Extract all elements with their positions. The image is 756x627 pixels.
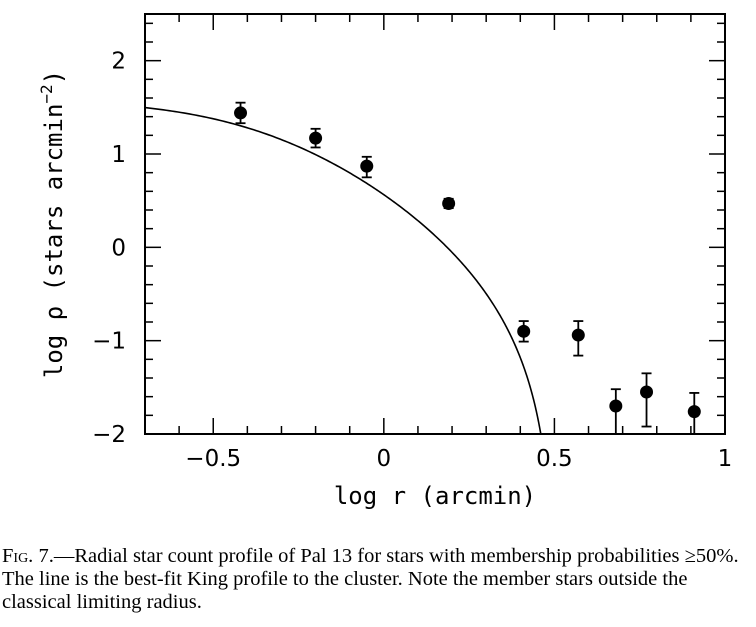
x-tick-label: −0.5 xyxy=(185,446,241,472)
data-point xyxy=(234,101,248,125)
plot-border xyxy=(144,13,726,435)
plot-frame xyxy=(144,13,726,435)
data-point xyxy=(442,196,456,210)
x-tick-label: 0.5 xyxy=(536,446,573,472)
y-tick-label: −2 xyxy=(92,422,126,448)
data-point xyxy=(640,372,654,428)
figure-caption: Fig. 7.—Radial star count profile of Pal… xyxy=(2,545,754,614)
data-points xyxy=(234,101,701,434)
data-marker xyxy=(609,399,623,413)
fit-line-group xyxy=(144,106,542,435)
data-point xyxy=(687,392,701,434)
x-tick-label: 1 xyxy=(718,446,733,472)
y-tick-label: −1 xyxy=(92,329,126,355)
y-tick-labels: 2 1 0 −1 −2 xyxy=(92,49,126,448)
figure-label: Fig. xyxy=(2,545,34,567)
data-marker xyxy=(517,324,531,338)
x-axis-title: log r (arcmin) xyxy=(334,482,536,510)
data-point xyxy=(517,320,531,343)
data-marker xyxy=(442,196,456,210)
x-tick-labels: −0.5 0 0.5 1 xyxy=(185,446,732,472)
king-profile-fit-line xyxy=(144,106,542,435)
data-marker xyxy=(309,131,323,145)
data-point xyxy=(360,155,374,179)
axis-ticks xyxy=(145,14,725,434)
data-marker xyxy=(360,159,374,173)
data-point xyxy=(609,388,623,434)
y-tick-label: 1 xyxy=(111,142,126,168)
data-point xyxy=(309,127,323,149)
y-axis-title: log ρ (stars arcmin−2) xyxy=(37,70,68,378)
chart: −0.5 0 0.5 1 2 1 0 −1 −2 log r (arcmin) log ρ (… xyxy=(37,13,732,510)
figure-number: 7.— xyxy=(33,545,75,567)
caption-text: Radial star count profile of Pal 13 for … xyxy=(2,545,739,613)
data-marker xyxy=(640,385,654,399)
data-marker xyxy=(234,106,248,120)
data-point xyxy=(571,320,585,357)
y-tick-label: 0 xyxy=(111,235,126,261)
data-marker xyxy=(687,405,701,419)
y-tick-label: 2 xyxy=(111,49,126,75)
data-marker xyxy=(571,328,585,342)
y-axis-title-exponent: −2 xyxy=(37,84,56,103)
x-tick-label: 0 xyxy=(377,446,392,472)
